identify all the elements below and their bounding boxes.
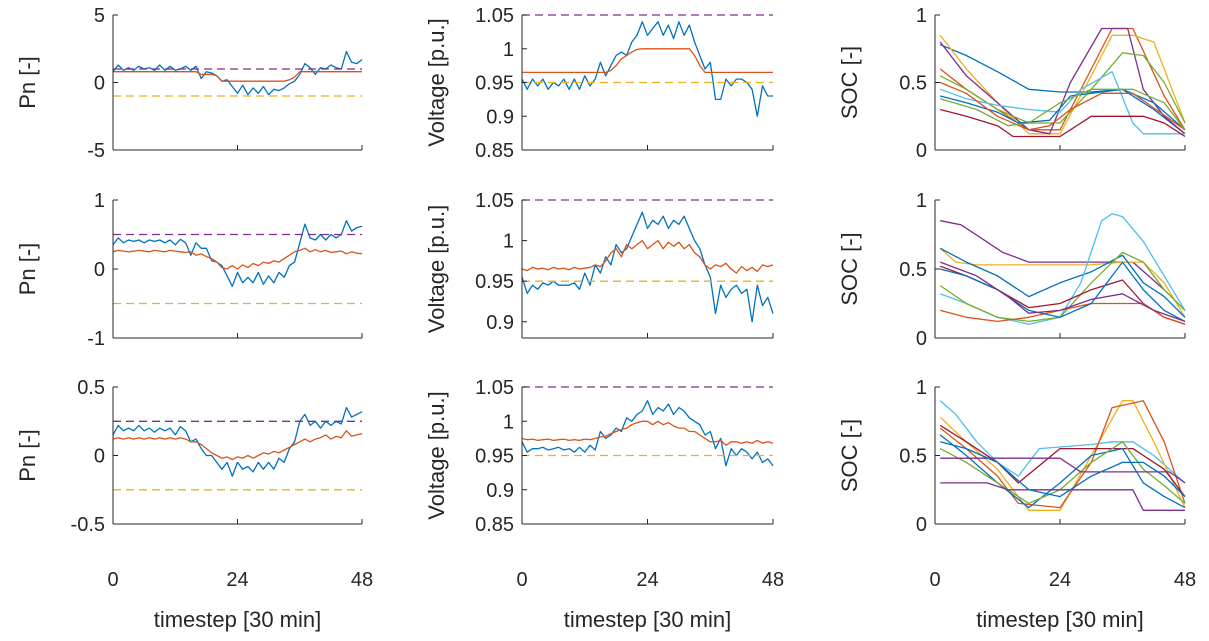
subplot-r1c2-series-line-0 [940,220,1186,311]
subplot-r2c0-series-line-0 [112,406,363,477]
subplot-r1c0-ytick-label-2: -1 [87,328,105,350]
subplot-r2c2-ytick-label-2: 0 [916,514,927,536]
subplot-r0c0-ylabel: Pn [-] [15,56,40,109]
subplot-r1c0-series-line-1 [112,247,363,270]
subplot-r0c1-ytick-label-4: 0.85 [475,140,514,162]
subplot-r1c2-ytick-label-0: 1 [916,190,927,212]
subplot-r0c1-ytick-label-3: 0.9 [486,106,514,128]
subplot-r1c2-series-line-4 [939,251,1186,323]
subplot-r0c2-series-line-3 [939,27,1186,135]
subplot-r2c2-series-line-6 [940,457,1186,484]
subplot-r0c1-ytick-label-1: 1 [503,39,514,61]
subplot-r0c2-ytick-label-0: 1 [916,5,927,27]
subplot-r2c2-series-line-8 [940,441,1186,498]
subplot-r0c1-ytick-label-2: 0.95 [475,73,514,95]
subplot-r2c1-ytick-label-2: 0.95 [475,446,514,468]
subplot-r0c2-series-line-0 [939,44,1186,135]
subplot-r1c1-series-line-0 [521,211,774,323]
subplot-r2c0-xlabel: timestep [30 min] [154,607,322,632]
subplot-r0c2-series-line-1 [939,27,1186,131]
subplot-r2c0-ytick-label-0: 0.5 [77,377,105,399]
subplot-r1c1-series-line-1 [521,239,774,274]
subplot-r1c2-ytick-label-1: 0.5 [899,259,927,281]
subplot-r0c0-ytick-label-2: -5 [87,140,105,162]
subplot-r1c2-series-line-8 [939,261,1186,323]
subplot-r0c1-series-line-1 [522,48,773,74]
subplot-r2c2-xtick-label-0: 0 [929,569,940,591]
subplot-r2c0-ytick-label-1: 0 [94,446,105,468]
subplot-r2c0-series-line-1 [112,430,363,461]
subplot-r2c1-ylabel: Voltage [p.u.] [424,391,449,519]
subplot-r2c2-ylabel: SOC [-] [837,419,862,492]
subplot-r1c2-ytick-label-2: 0 [916,328,927,350]
subplot-r2c0-ytick-label-2: -0.5 [71,514,105,536]
subplot-r0c1-ylabel: Voltage [p.u.] [424,18,449,146]
subplot-r0c2-ytick-label-2: 0 [916,140,927,162]
subplot-r2c1-xlabel: timestep [30 min] [564,607,732,632]
subplot-r0c2-series-line-4 [939,52,1186,124]
subplot-r2c1-xtick-label-0: 0 [516,569,527,591]
subplot-r2c1-series-line-1 [521,420,774,446]
subplot-r1c1-ytick-label-0: 1.05 [475,190,514,212]
subplot-r1c2-series-line-2 [939,247,1186,318]
subplot-r1c2-series-line-7 [940,261,1186,322]
subplot-r2c2-xtick-label-1: 24 [1049,569,1071,591]
subplot-r0c0-ytick-label-1: 0 [94,73,105,95]
subplot-r2c0-ylabel: Pn [-] [15,429,40,482]
subplot-r2c0-xtick-label-2: 48 [351,569,373,591]
subplot-r2c0-xtick-label-1: 24 [226,569,248,591]
subplot-r2c1-series-line-0 [521,400,774,467]
subplot-r1c0-ylabel: Pn [-] [15,243,40,296]
subplot-r2c2-series-line-1 [939,400,1186,511]
subplot-r2c2-series-line-0 [939,400,1186,484]
subplot-r1c0-ytick-label-0: 1 [94,190,105,212]
subplot-r2c1-ytick-label-1: 1 [503,411,514,433]
subplot-r2c2-xlabel: timestep [30 min] [976,607,1144,632]
subplot-r2c2-series-line-2 [939,400,1186,509]
subplot-r2c1-xtick-label-1: 24 [636,569,658,591]
subplot-r1c1-ytick-label-3: 0.9 [486,312,514,334]
subplot-r1c1-ytick-label-1: 1 [503,231,514,253]
subplot-r0c2-series-line-2 [939,34,1186,135]
subplot-r2c2-series-line-7 [940,482,1185,511]
subplot-r1c0-ytick-label-1: 0 [94,259,105,281]
subplot-r0c0-ytick-label-0: 5 [94,5,105,27]
subplot-r2c1-ytick-label-4: 0.85 [475,514,514,536]
subplot-r0c0-series-line-0 [112,50,363,96]
subplot-r2c1-ytick-label-0: 1.05 [475,377,514,399]
subplot-r0c2-ylabel: SOC [-] [837,46,862,119]
subplot-r2c1-xtick-label-2: 48 [762,569,784,591]
subplot-r0c2-series-line-5 [939,71,1185,135]
subplot-r2c0-xtick-label-0: 0 [107,569,118,591]
subplot-r2c1-ytick-label-3: 0.9 [486,480,514,502]
subplot-r0c2-ytick-label-1: 0.5 [899,73,927,95]
subplot-r2c2-series-line-3 [939,424,1186,497]
subplot-r0c2-series-line-9 [940,88,1186,131]
subplot-r0c1-series-line-0 [521,21,773,117]
subplot-r1c0-series-line-0 [112,220,363,287]
subplot-r0c0-series-line-1 [113,71,362,82]
subplot-r1c2-ylabel: SOC [-] [837,232,862,305]
subplot-r2c2-ytick-label-0: 1 [916,377,927,399]
subplot-r0c1-ytick-label-0: 1.05 [475,5,514,27]
subplot-r0c2-series-line-7 [940,88,1186,131]
subplot-r2c2-ytick-label-1: 0.5 [899,446,927,468]
subplot-r2c2-series-line-5 [939,441,1186,505]
subplot-r0c2-series-line-6 [940,108,1186,138]
subplot-r1c1-ytick-label-2: 0.95 [475,271,514,293]
subplot-r2c2-xtick-label-2: 48 [1174,569,1196,591]
subplot-r1c1-ylabel: Voltage [p.u.] [424,205,449,333]
subplot-r0c2-series-line-8 [939,81,1186,131]
